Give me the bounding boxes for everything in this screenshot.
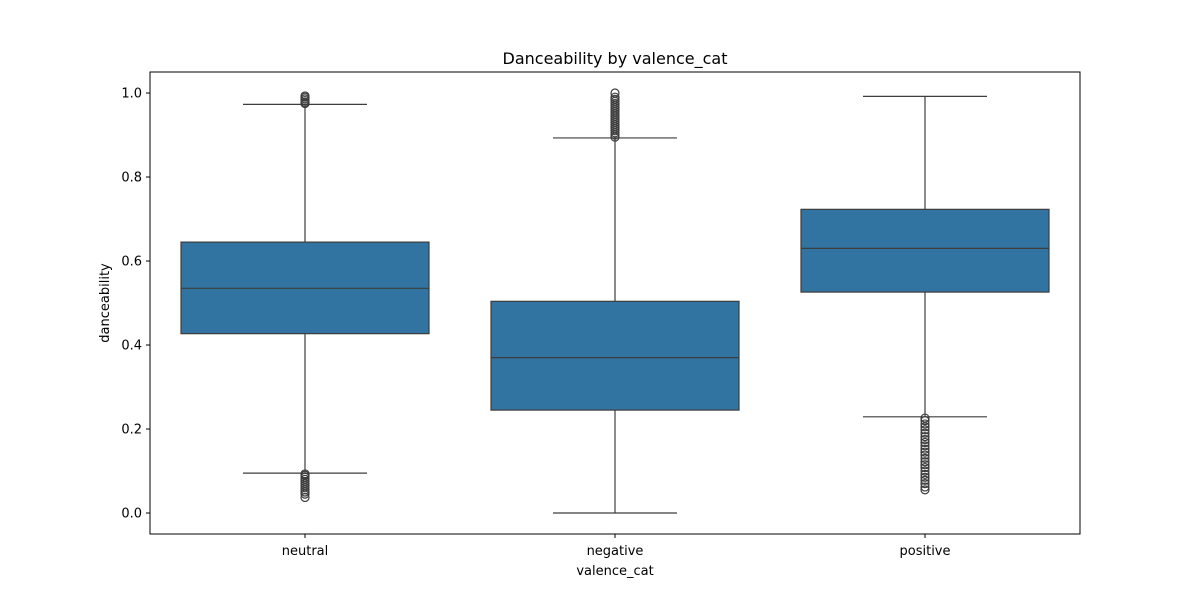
outlier-point [920,413,930,423]
outlier-point [300,91,310,101]
outlier-point [920,460,930,470]
outlier-point [920,466,930,476]
x-tick-label: positive [900,544,951,559]
outlier-point [920,444,930,454]
outlier-point [920,434,930,445]
outlier-point [610,88,620,98]
outlier-point [920,447,930,457]
outlier-point [920,463,930,473]
plot-area [180,88,1050,514]
outlier-point [920,437,930,448]
outlier-point [920,457,930,467]
outlier-point [920,416,930,426]
outlier-point [920,450,930,460]
box-group-negative [490,88,740,514]
iqr-box [490,300,740,411]
outlier-point [920,419,930,429]
outlier-point [920,425,930,435]
outlier-point [920,485,930,495]
iqr-box [800,208,1050,293]
chart-title: Danceability by valence_cat [503,49,728,69]
y-axis-label: danceability [98,263,113,343]
y-tick-label: 0.8 [121,171,142,186]
box-group-neutral [180,91,430,503]
outlier-point [920,482,930,492]
outlier-point [920,422,930,432]
outlier-point [920,428,930,438]
y-tick-label: 1.0 [121,87,142,102]
y-tick-label: 0.0 [121,507,142,522]
outlier-point [920,431,930,442]
x-tick-label: neutral [282,544,329,559]
outlier-point [300,469,310,479]
y-tick-label: 0.2 [121,423,142,438]
outlier-point [920,475,930,485]
x-axis-label: valence_cat [576,564,653,579]
outlier-point [610,92,620,102]
y-tick-label: 0.4 [121,339,142,354]
outlier-point [920,472,930,482]
outlier-point [920,453,930,463]
x-tick-label: negative [587,544,644,559]
outlier-point [920,479,930,489]
y-tick-label: 0.6 [121,255,142,270]
box-group-positive [800,95,1050,495]
outlier-point [920,469,930,479]
outlier-point [920,441,930,451]
